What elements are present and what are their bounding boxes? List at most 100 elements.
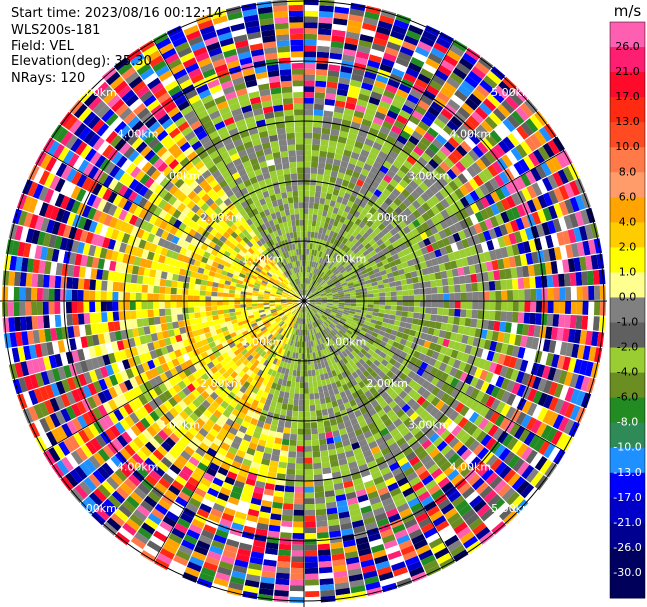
velocity-gate bbox=[375, 481, 387, 491]
velocity-gate bbox=[133, 487, 147, 500]
velocity-gate bbox=[147, 293, 154, 301]
velocity-gate bbox=[333, 318, 340, 323]
velocity-gate bbox=[148, 399, 159, 411]
velocity-gate bbox=[292, 316, 297, 322]
velocity-gate bbox=[295, 329, 298, 336]
velocity-gate bbox=[128, 440, 140, 453]
velocity-gate bbox=[461, 334, 469, 344]
velocity-gate bbox=[13, 302, 20, 317]
velocity-gate bbox=[283, 168, 291, 175]
velocity-gate bbox=[312, 315, 317, 322]
velocity-gate bbox=[498, 447, 511, 462]
velocity-gate bbox=[277, 420, 285, 428]
velocity-gate bbox=[331, 321, 337, 327]
velocity-gate bbox=[266, 354, 273, 362]
velocity-gate bbox=[269, 519, 281, 527]
velocity-gate bbox=[378, 441, 389, 451]
velocity-gate bbox=[265, 417, 273, 425]
velocity-gate bbox=[218, 383, 227, 392]
velocity-gate bbox=[506, 311, 513, 323]
velocity-gate bbox=[170, 308, 177, 315]
velocity-gate bbox=[2, 317, 10, 333]
velocity-gate bbox=[76, 401, 87, 415]
velocity-gate bbox=[348, 310, 356, 315]
velocity-gate bbox=[304, 457, 313, 464]
velocity-gate bbox=[19, 302, 26, 316]
velocity-gate bbox=[450, 377, 460, 388]
velocity-gate bbox=[287, 357, 292, 364]
velocity-gate bbox=[282, 397, 289, 405]
velocity-gate bbox=[168, 484, 181, 496]
velocity-gate bbox=[298, 202, 304, 209]
velocity-gate bbox=[373, 431, 383, 441]
velocity-gate bbox=[33, 404, 44, 420]
velocity-gate bbox=[175, 496, 188, 508]
velocity-gate bbox=[520, 335, 528, 348]
velocity-gate bbox=[299, 382, 304, 389]
velocity-gate bbox=[325, 378, 331, 386]
velocity-gate bbox=[395, 408, 405, 418]
velocity-gate bbox=[176, 355, 185, 365]
velocity-gate bbox=[271, 418, 279, 426]
velocity-gate bbox=[364, 317, 372, 323]
velocity-gate bbox=[305, 318, 307, 325]
velocity-gate bbox=[289, 22, 303, 29]
velocity-gate bbox=[153, 433, 165, 445]
velocity-gate bbox=[345, 491, 357, 500]
velocity-gate bbox=[311, 346, 315, 353]
velocity-gate bbox=[209, 442, 220, 452]
velocity-gate bbox=[333, 570, 348, 579]
velocity-gate bbox=[296, 317, 300, 324]
velocity-gate bbox=[344, 301, 351, 304]
velocity-gate bbox=[518, 301, 525, 312]
velocity-gate bbox=[114, 421, 126, 435]
velocity-gate bbox=[516, 480, 530, 495]
velocity-gate bbox=[420, 495, 434, 507]
velocity-gate bbox=[533, 437, 546, 452]
velocity-gate bbox=[216, 301, 223, 306]
velocity-gate bbox=[294, 316, 298, 323]
velocity-gate bbox=[313, 315, 318, 321]
velocity-gate bbox=[177, 517, 191, 529]
velocity-gate bbox=[314, 485, 324, 493]
velocity-gate bbox=[240, 304, 247, 308]
velocity-gate bbox=[257, 331, 264, 338]
velocity-gate bbox=[292, 369, 297, 377]
velocity-gate bbox=[233, 339, 241, 346]
velocity-gate bbox=[366, 311, 373, 316]
velocity-gate bbox=[166, 360, 175, 370]
velocity-gate bbox=[295, 305, 301, 310]
velocity-gate bbox=[301, 318, 304, 325]
velocity-gate bbox=[315, 303, 321, 306]
velocity-gate bbox=[386, 370, 395, 379]
velocity-gate bbox=[313, 307, 319, 312]
velocity-gate bbox=[350, 301, 357, 304]
velocity-gate bbox=[332, 304, 339, 307]
velocity-gate bbox=[304, 411, 311, 418]
velocity-gate bbox=[454, 369, 464, 380]
velocity-gate bbox=[476, 503, 491, 517]
velocity-gate bbox=[264, 553, 278, 561]
velocity-gate bbox=[306, 335, 309, 342]
velocity-gate bbox=[285, 311, 291, 316]
velocity-gate bbox=[343, 307, 350, 311]
velocity-gate bbox=[435, 520, 450, 532]
velocity-gate bbox=[430, 376, 440, 386]
velocity-gate bbox=[546, 313, 554, 327]
velocity-gate bbox=[345, 319, 352, 325]
velocity-gate bbox=[314, 103, 324, 111]
velocity-gate bbox=[456, 461, 469, 474]
velocity-gate bbox=[261, 500, 273, 508]
velocity-gate bbox=[212, 314, 219, 321]
velocity-gate bbox=[337, 323, 343, 329]
velocity-gate bbox=[396, 477, 409, 487]
velocity-gate bbox=[412, 318, 419, 325]
velocity-gate bbox=[340, 433, 349, 442]
velocity-gate bbox=[102, 445, 115, 459]
velocity-gate bbox=[406, 317, 413, 324]
velocity-gate bbox=[497, 353, 506, 365]
velocity-gate bbox=[315, 351, 319, 358]
velocity-gate bbox=[250, 379, 258, 387]
velocity-gate bbox=[350, 350, 358, 357]
